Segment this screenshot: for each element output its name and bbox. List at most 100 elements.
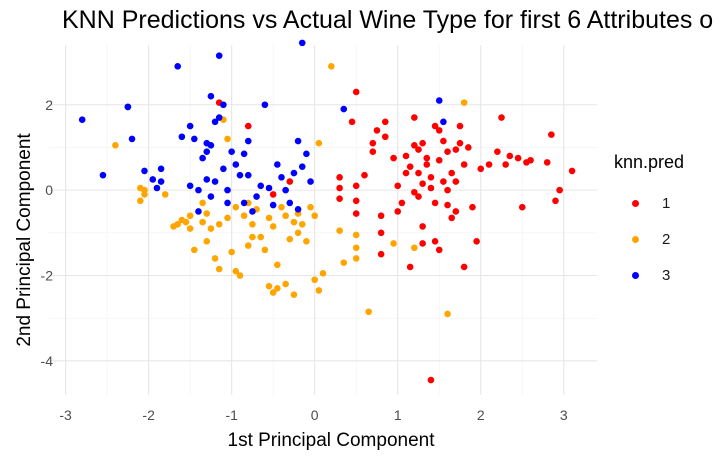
- data-point-pred-3: [282, 186, 289, 194]
- data-point-pred-3: [274, 161, 281, 168]
- data-point-pred-3: [257, 182, 265, 190]
- data-point-pred-1: [411, 142, 418, 149]
- data-point-pred-2: [444, 310, 451, 318]
- data-point-pred-1: [456, 139, 464, 147]
- legend: knn.pred 1 2 3: [614, 152, 684, 293]
- data-point-pred-1: [419, 223, 426, 230]
- data-point-pred-3: [128, 135, 136, 143]
- data-point-pred-3: [207, 193, 215, 200]
- data-point-pred-1: [377, 229, 385, 237]
- data-point-pred-3: [435, 97, 443, 104]
- data-point-pred-2: [112, 142, 119, 149]
- data-point-pred-1: [444, 201, 451, 209]
- data-point-pred-2: [261, 246, 269, 254]
- data-point-pred-3: [224, 186, 231, 194]
- data-point-pred-2: [340, 259, 348, 266]
- data-point-pred-2: [411, 244, 418, 252]
- data-point-pred-1: [460, 161, 468, 168]
- data-point-pred-2: [269, 289, 277, 296]
- data-point-pred-1: [435, 246, 443, 254]
- data-point-pred-2: [186, 212, 194, 220]
- y-tick-label: 0: [45, 182, 53, 198]
- data-point-pred-3: [240, 150, 248, 158]
- data-point-pred-2: [390, 240, 397, 247]
- data-point-pred-2: [265, 282, 273, 290]
- y-tick-labels: -4 -2 0 2: [41, 97, 54, 369]
- data-point-pred-3: [294, 206, 302, 213]
- data-point-pred-3: [207, 142, 215, 149]
- data-point-pred-3: [303, 150, 310, 158]
- data-point-pred-1: [427, 184, 435, 192]
- data-point-pred-3: [141, 167, 148, 175]
- data-point-pred-1: [460, 263, 468, 271]
- legend-key-3: [631, 271, 639, 279]
- data-point-pred-2: [236, 272, 244, 279]
- data-point-pred-3: [294, 137, 302, 145]
- data-point-pred-1: [452, 146, 460, 153]
- data-point-pred-1: [377, 212, 385, 220]
- data-point-pred-3: [195, 208, 202, 215]
- x-axis-label: 1st Principal Component: [228, 430, 436, 451]
- data-point-pred-2: [282, 280, 289, 288]
- data-point-pred-3: [211, 118, 219, 126]
- data-point-pred-3: [290, 169, 298, 177]
- data-point-pred-2: [224, 214, 231, 222]
- data-point-pred-2: [249, 233, 256, 241]
- data-point-pred-3: [78, 116, 86, 123]
- data-point-pred-3: [178, 133, 186, 141]
- data-point-pred-2: [228, 248, 235, 256]
- data-point-pred-3: [191, 135, 198, 143]
- data-point-pred-2: [290, 218, 298, 226]
- data-point-pred-3: [203, 148, 211, 156]
- legend-label-2: 2: [662, 230, 671, 248]
- data-point-pred-1: [269, 191, 277, 198]
- data-point-pred-1: [415, 169, 422, 177]
- data-point-pred-3: [153, 184, 161, 192]
- data-point-pred-1: [423, 161, 431, 168]
- data-point-pred-1: [444, 148, 451, 156]
- x-tick-label: -1: [225, 407, 238, 423]
- data-point-pred-2: [215, 220, 223, 228]
- data-point-pred-3: [249, 208, 256, 215]
- data-point-pred-1: [506, 152, 514, 160]
- data-point-pred-3: [174, 63, 181, 70]
- data-point-pred-2: [336, 227, 343, 234]
- chart-title: KNN Predictions vs Actual Wine Type for …: [62, 6, 714, 34]
- legend-key-1: [631, 199, 639, 207]
- data-point-pred-1: [502, 161, 509, 168]
- data-point-pred-1: [352, 182, 360, 190]
- data-point-pred-2: [460, 99, 468, 106]
- data-point-pred-2: [141, 186, 148, 194]
- data-point-pred-2: [269, 223, 277, 230]
- x-tick-label: -3: [59, 407, 72, 423]
- legend-key-2: [631, 235, 639, 243]
- y-tick-label: -4: [41, 353, 54, 369]
- data-point-pred-2: [244, 242, 252, 249]
- y-tick-label: 2: [45, 97, 53, 113]
- data-point-pred-1: [419, 180, 426, 188]
- data-point-pred-1: [423, 154, 431, 162]
- grid: [49, 45, 597, 395]
- data-point-pred-2: [137, 197, 144, 205]
- data-point-pred-3: [211, 178, 219, 185]
- data-point-pred-3: [220, 165, 227, 173]
- data-point-pred-2: [224, 135, 231, 143]
- data-point-pred-1: [456, 122, 464, 130]
- data-point-pred-1: [381, 118, 389, 126]
- data-point-pred-2: [328, 63, 335, 70]
- data-point-pred-2: [298, 220, 306, 228]
- data-point-pred-3: [199, 154, 206, 162]
- data-point-pred-3: [157, 178, 165, 185]
- data-point-pred-1: [568, 167, 576, 175]
- data-point-pred-1: [394, 182, 402, 190]
- data-point-pred-1: [494, 148, 501, 156]
- data-point-pred-1: [518, 203, 526, 211]
- data-point-pred-1: [452, 208, 460, 215]
- data-point-pred-1: [352, 88, 360, 96]
- data-point-pred-1: [431, 122, 439, 130]
- legend-item-3: 3: [614, 257, 684, 293]
- data-point-pred-1: [377, 250, 385, 258]
- data-point-pred-3: [265, 184, 273, 192]
- data-point-pred-2: [274, 284, 281, 292]
- data-point-pred-3: [253, 193, 260, 200]
